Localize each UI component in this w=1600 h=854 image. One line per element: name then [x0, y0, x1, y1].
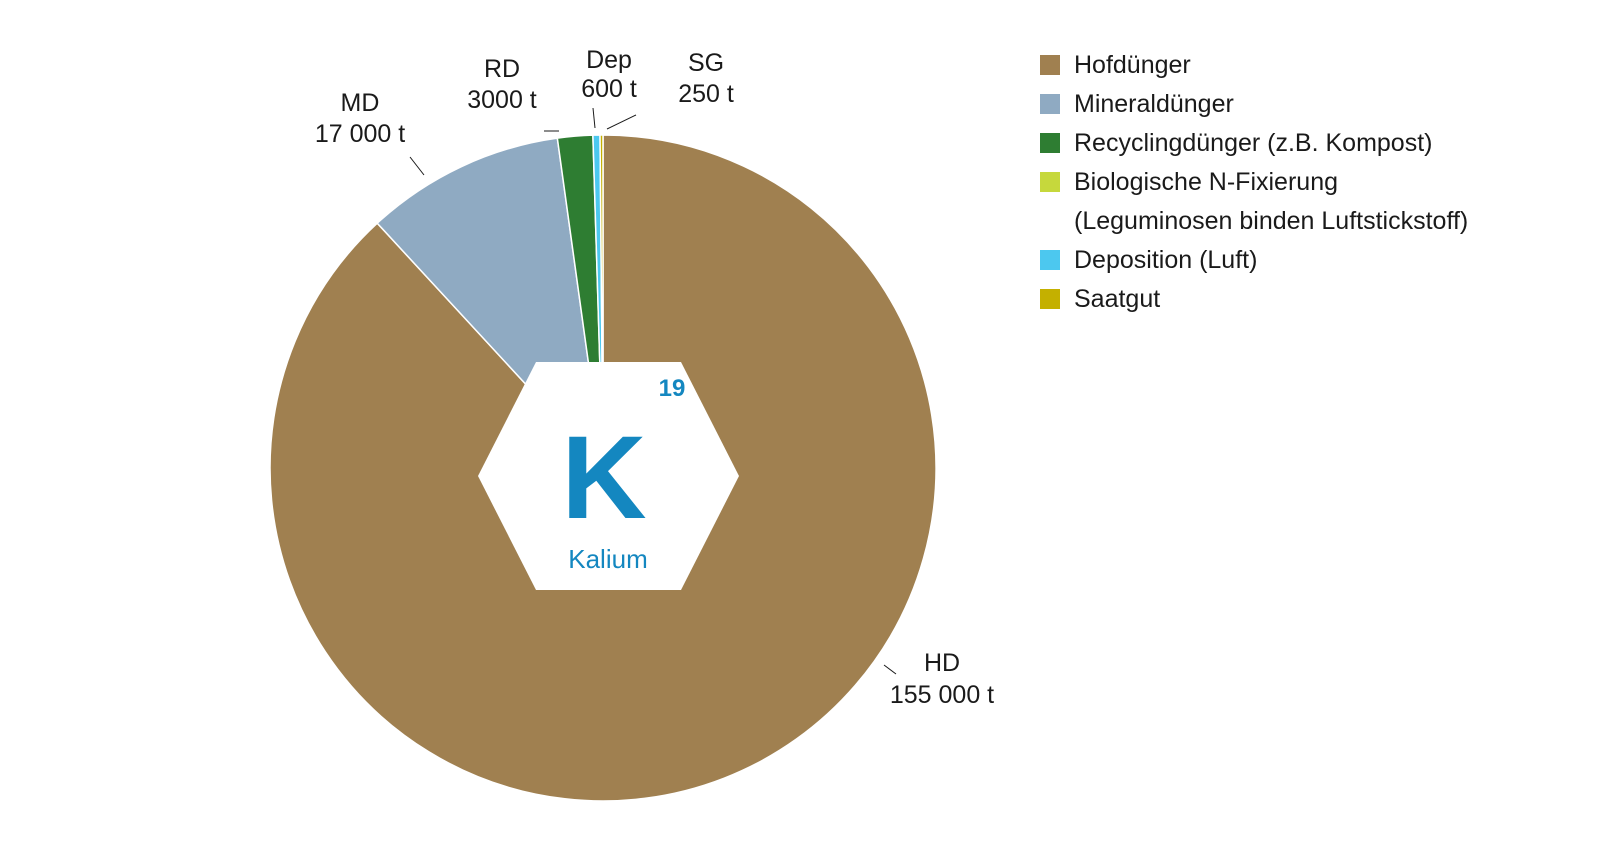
legend-label: Deposition (Luft): [1074, 246, 1258, 274]
legend-item: Saatgut: [1040, 280, 1468, 319]
element-number: 19: [659, 375, 686, 402]
leader-line: [883, 664, 897, 675]
legend-swatch: [1040, 289, 1060, 309]
value-label: 600 t: [581, 75, 637, 103]
legend-swatch: [1040, 94, 1060, 114]
slice-label: Dep: [586, 46, 632, 74]
slice-label: RD: [484, 55, 520, 83]
legend-label: Saatgut: [1074, 285, 1161, 313]
element-hexagon: [478, 362, 739, 590]
legend-label: Hofdünger: [1074, 51, 1191, 79]
leader-line: [592, 107, 596, 129]
element-symbol: K: [561, 412, 646, 544]
slice-label: SG: [688, 49, 724, 77]
legend-swatch: [1040, 55, 1060, 75]
legend-swatch: [1040, 133, 1060, 153]
legend-label: Biologische N-Fixierung (Leguminosen bin…: [1074, 168, 1469, 235]
legend-swatch: [1040, 172, 1060, 192]
legend-item: Hofdünger: [1040, 46, 1468, 85]
legend: Hofdünger Mineraldünger Recyclingdünger (z…: [1040, 46, 1468, 319]
legend-swatch: [1040, 250, 1060, 270]
value-label: 17 000 t: [315, 120, 405, 148]
value-label: 250 t: [678, 80, 734, 108]
leader-line: [409, 156, 425, 176]
legend-item: Deposition (Luft): [1040, 241, 1468, 280]
legend-item: Mineraldünger: [1040, 85, 1468, 124]
legend-label: Mineraldünger: [1074, 90, 1234, 118]
element-name: Kalium: [568, 544, 647, 574]
legend-label: Recyclingdünger (z.B. Kompost): [1074, 129, 1433, 157]
value-label: 3000 t: [467, 86, 537, 114]
slice-label: MD: [341, 89, 380, 117]
legend-item: Biologische N-Fixierung (Leguminosen bin…: [1040, 163, 1468, 241]
leader-line: [606, 114, 637, 130]
slice-label: HD: [924, 649, 960, 677]
legend-item: Recyclingdünger (z.B. Kompost): [1040, 124, 1468, 163]
value-label: 155 000 t: [890, 681, 994, 709]
